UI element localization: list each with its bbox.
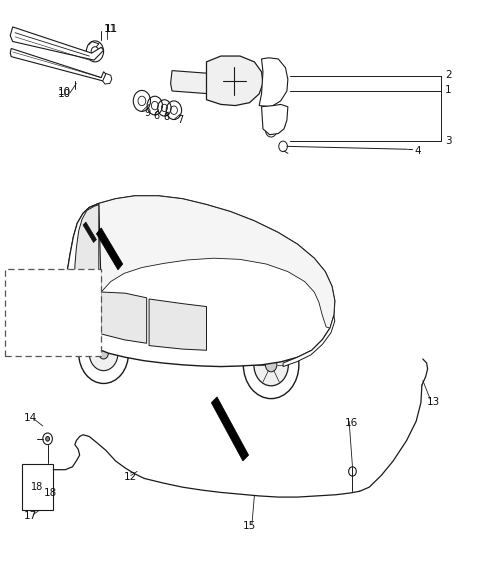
Text: 17: 17 [24, 512, 37, 522]
Text: 2: 2 [445, 69, 452, 79]
Text: 19: 19 [65, 309, 79, 319]
Text: 10: 10 [58, 89, 71, 99]
Circle shape [269, 127, 274, 133]
Text: 4: 4 [415, 146, 421, 156]
Polygon shape [149, 299, 206, 350]
Polygon shape [22, 464, 53, 510]
Circle shape [89, 336, 118, 371]
Ellipse shape [66, 326, 77, 333]
Polygon shape [22, 311, 32, 325]
Polygon shape [170, 71, 221, 94]
Polygon shape [259, 58, 288, 107]
Text: 6: 6 [154, 111, 160, 121]
Polygon shape [96, 228, 123, 270]
Text: 14: 14 [24, 413, 37, 423]
Text: 13: 13 [427, 397, 440, 406]
Text: (W/O REAR: (W/O REAR [32, 281, 74, 290]
Circle shape [243, 331, 299, 399]
Polygon shape [64, 203, 101, 343]
Text: 11: 11 [104, 24, 117, 34]
Polygon shape [103, 74, 112, 84]
Polygon shape [63, 196, 335, 367]
Polygon shape [75, 204, 99, 315]
Polygon shape [262, 105, 288, 135]
Circle shape [99, 347, 108, 359]
Polygon shape [283, 315, 335, 367]
Polygon shape [83, 222, 96, 242]
Circle shape [254, 344, 288, 386]
FancyBboxPatch shape [5, 269, 101, 356]
Text: 1: 1 [445, 85, 452, 95]
Text: 5: 5 [20, 331, 26, 340]
Text: 12: 12 [124, 472, 137, 482]
Text: 11: 11 [105, 24, 118, 34]
Polygon shape [10, 27, 104, 60]
Text: 9: 9 [144, 107, 150, 117]
Circle shape [24, 314, 30, 321]
Polygon shape [206, 56, 263, 106]
Text: 19: 19 [67, 310, 79, 320]
Text: 16: 16 [344, 418, 358, 428]
Text: 15: 15 [242, 521, 256, 531]
Circle shape [265, 358, 277, 372]
Polygon shape [211, 397, 249, 461]
Text: 18: 18 [31, 482, 44, 492]
Polygon shape [78, 196, 335, 336]
Circle shape [79, 323, 129, 384]
Circle shape [46, 436, 49, 441]
Text: 8: 8 [163, 112, 169, 122]
Polygon shape [101, 292, 147, 343]
Text: 10: 10 [58, 87, 71, 97]
Text: WIPER): WIPER) [39, 297, 67, 305]
Text: 18: 18 [44, 488, 57, 498]
Polygon shape [10, 48, 106, 81]
Circle shape [216, 59, 252, 103]
Text: 7: 7 [177, 115, 183, 125]
Text: 3: 3 [445, 135, 452, 145]
